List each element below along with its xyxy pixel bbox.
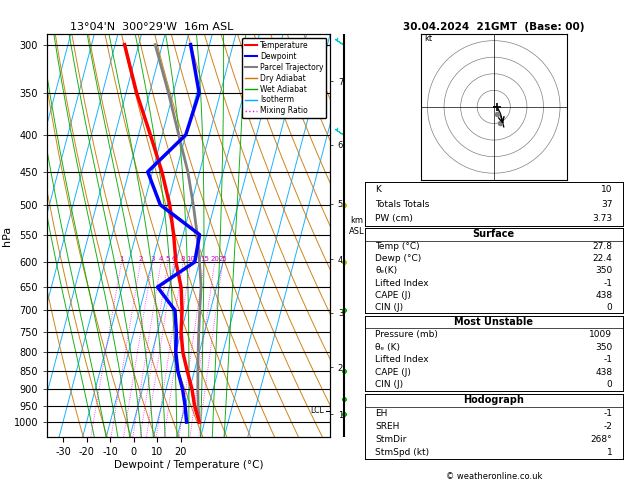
Text: 37: 37 — [601, 200, 613, 208]
Text: Lifted Index: Lifted Index — [375, 355, 429, 364]
Text: CIN (J): CIN (J) — [375, 303, 403, 312]
Text: CIN (J): CIN (J) — [375, 381, 403, 389]
Text: -2: -2 — [603, 422, 613, 431]
Y-axis label: hPa: hPa — [3, 226, 12, 246]
Text: 10: 10 — [601, 185, 613, 194]
Text: StmDir: StmDir — [375, 435, 406, 444]
Text: EH: EH — [375, 409, 387, 418]
Text: 8: 8 — [181, 256, 186, 262]
Text: 3.73: 3.73 — [593, 214, 613, 223]
Text: 2: 2 — [138, 256, 143, 262]
Text: θₑ(K): θₑ(K) — [375, 266, 398, 276]
Text: Totals Totals: Totals Totals — [375, 200, 430, 208]
Y-axis label: km
ASL: km ASL — [349, 216, 365, 236]
Text: 5: 5 — [166, 256, 170, 262]
Text: 4: 4 — [159, 256, 164, 262]
Text: 10: 10 — [186, 256, 195, 262]
Text: 13°04'N  300°29'W  16m ASL: 13°04'N 300°29'W 16m ASL — [70, 22, 233, 32]
Text: 3: 3 — [150, 256, 155, 262]
Text: SREH: SREH — [375, 422, 399, 431]
Text: 1: 1 — [606, 448, 613, 457]
Text: 438: 438 — [595, 368, 613, 377]
Text: 1009: 1009 — [589, 330, 613, 339]
Text: 6: 6 — [172, 256, 176, 262]
Text: 268°: 268° — [591, 435, 613, 444]
Text: CAPE (J): CAPE (J) — [375, 368, 411, 377]
Text: 0: 0 — [606, 381, 613, 389]
Text: 350: 350 — [595, 266, 613, 276]
Text: θₑ (K): θₑ (K) — [375, 343, 400, 352]
Text: 350: 350 — [595, 343, 613, 352]
Text: -1: -1 — [603, 355, 613, 364]
Text: 15: 15 — [200, 256, 209, 262]
Legend: Temperature, Dewpoint, Parcel Trajectory, Dry Adiabat, Wet Adiabat, Isotherm, Mi: Temperature, Dewpoint, Parcel Trajectory… — [242, 38, 326, 119]
Text: StmSpd (kt): StmSpd (kt) — [375, 448, 429, 457]
Text: Surface: Surface — [473, 229, 515, 240]
Text: kt: kt — [424, 34, 432, 43]
Text: PW (cm): PW (cm) — [375, 214, 413, 223]
Text: 27.8: 27.8 — [593, 242, 613, 251]
Text: Pressure (mb): Pressure (mb) — [375, 330, 438, 339]
Text: -1: -1 — [603, 409, 613, 418]
Text: K: K — [375, 185, 381, 194]
Text: 30.04.2024  21GMT  (Base: 00): 30.04.2024 21GMT (Base: 00) — [403, 21, 584, 32]
Text: Lifted Index: Lifted Index — [375, 278, 429, 288]
Text: 438: 438 — [595, 291, 613, 300]
Text: 25: 25 — [218, 256, 227, 262]
Text: 0: 0 — [606, 303, 613, 312]
X-axis label: Dewpoint / Temperature (°C): Dewpoint / Temperature (°C) — [114, 460, 264, 470]
Text: Dewp (°C): Dewp (°C) — [375, 254, 421, 263]
Text: LCL: LCL — [311, 406, 325, 416]
Text: Most Unstable: Most Unstable — [454, 317, 533, 327]
Text: 22.4: 22.4 — [593, 254, 613, 263]
Text: © weatheronline.co.uk: © weatheronline.co.uk — [445, 472, 542, 481]
Text: CAPE (J): CAPE (J) — [375, 291, 411, 300]
Text: Temp (°C): Temp (°C) — [375, 242, 420, 251]
Text: 20: 20 — [210, 256, 219, 262]
Text: Hodograph: Hodograph — [464, 395, 524, 405]
Text: 1: 1 — [120, 256, 124, 262]
Text: -1: -1 — [603, 278, 613, 288]
